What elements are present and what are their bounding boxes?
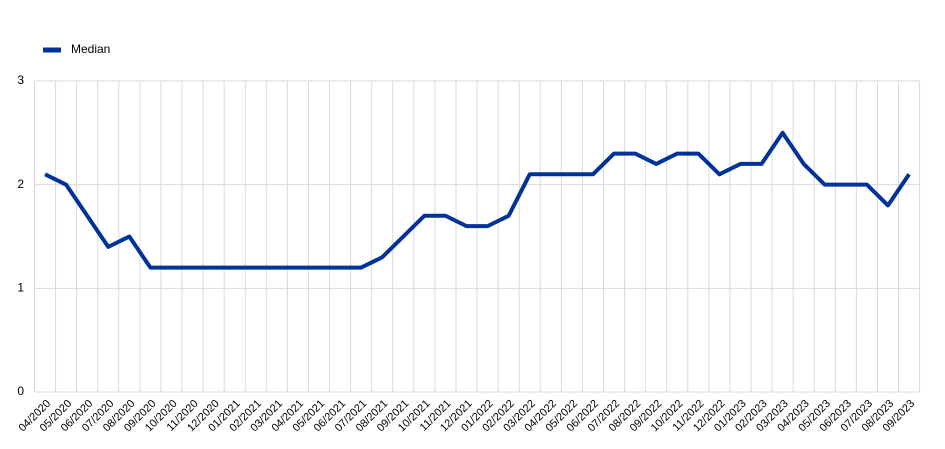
y-tick-label: 0: [17, 384, 24, 398]
y-tick-label: 3: [17, 73, 24, 87]
series-line: [44, 130, 911, 270]
y-tick-label: 1: [17, 281, 24, 295]
legend-label: Median: [71, 42, 110, 56]
y-tick-label: 2: [17, 177, 24, 191]
